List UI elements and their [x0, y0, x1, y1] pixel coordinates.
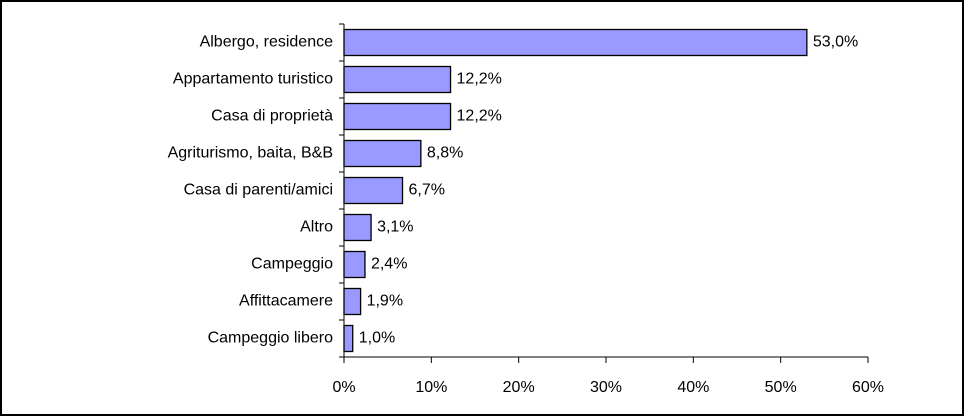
- x-tick-label: 20%: [503, 379, 535, 396]
- bar: [343, 102, 452, 131]
- bar: [343, 324, 354, 353]
- x-tick-label: 10%: [415, 379, 447, 396]
- bar: [343, 176, 404, 205]
- bar: [343, 250, 366, 279]
- bar: [343, 287, 362, 316]
- value-label: 53,0%: [813, 34, 858, 51]
- y-tick-label: Altro: [300, 219, 333, 236]
- x-tick-label: 60%: [852, 379, 884, 396]
- value-label: 1,9%: [367, 293, 403, 310]
- y-tick-label: Casa di parenti/amici: [184, 182, 333, 199]
- y-tick-label: Campeggio: [251, 256, 333, 273]
- y-tick-label: Agriturismo, baita, B&B: [168, 145, 333, 162]
- value-label: 1,0%: [359, 330, 395, 347]
- bar: [343, 213, 372, 242]
- y-tick-label: Appartamento turistico: [173, 71, 333, 88]
- y-tick-label: Campeggio libero: [208, 330, 334, 347]
- x-tick-label: 50%: [765, 379, 797, 396]
- x-tick-label: 30%: [590, 379, 622, 396]
- value-label: 6,7%: [409, 182, 445, 199]
- value-label: 12,2%: [457, 71, 502, 88]
- x-tick-label: 40%: [677, 379, 709, 396]
- y-tick-label: Albergo, residence: [200, 34, 334, 51]
- value-label: 8,8%: [427, 145, 463, 162]
- bar: [343, 28, 808, 57]
- bar: [343, 65, 452, 94]
- value-label: 3,1%: [377, 219, 413, 236]
- value-label: 12,2%: [457, 108, 502, 125]
- value-label: 2,4%: [371, 256, 407, 273]
- y-tick-label: Casa di proprietà: [211, 108, 333, 125]
- bar: [343, 139, 422, 168]
- y-tick-label: Affittacamere: [239, 293, 333, 310]
- x-tick-label: 0%: [332, 379, 355, 396]
